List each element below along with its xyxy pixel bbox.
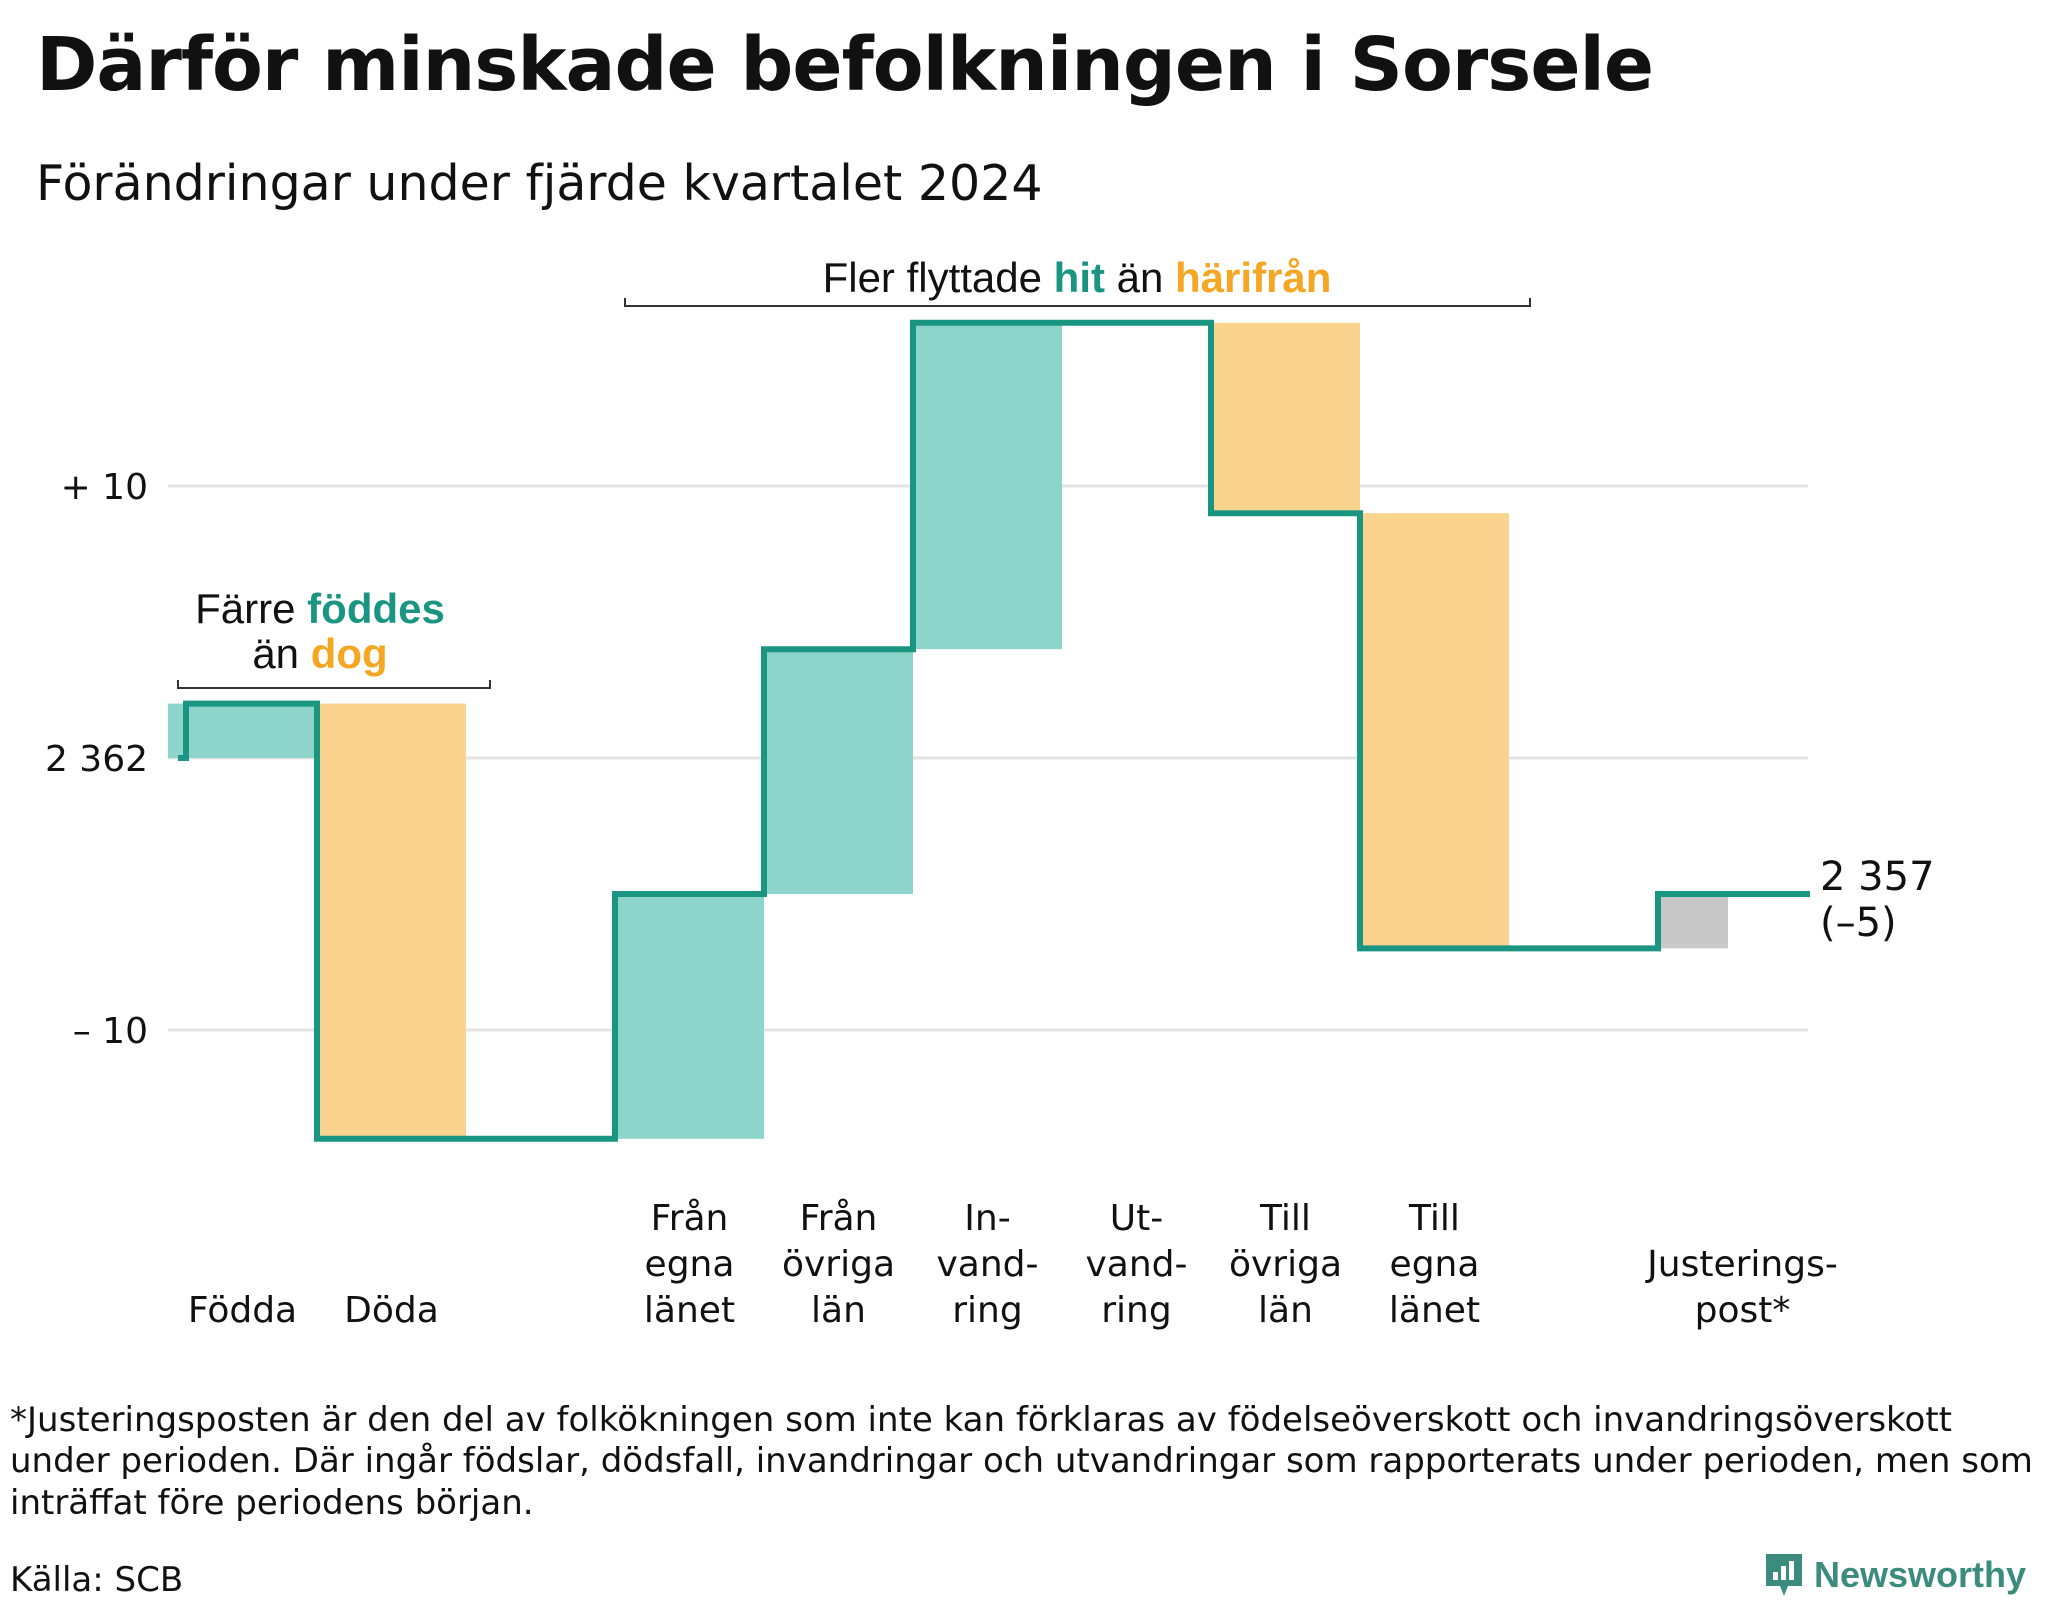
category-label: Födda	[188, 1290, 297, 1331]
category-label: Till	[1408, 1198, 1460, 1239]
category-label: ring	[952, 1290, 1022, 1331]
bar-till-egna-länet	[1360, 513, 1509, 949]
category-label: Från	[800, 1198, 878, 1239]
category-label: Till	[1259, 1198, 1311, 1239]
annotation-text: föddes	[307, 585, 445, 632]
category-label: övriga	[1229, 1244, 1342, 1285]
footnote: *Justeringsposten är den del av folkökni…	[10, 1400, 2033, 1523]
category-label: länet	[1389, 1290, 1480, 1331]
y-axis-ticks: + 10 2 362 – 10	[45, 467, 148, 1052]
waterfall-chart: + 10 2 362 – 10 Födda Döda Från egna länet Från…	[45, 254, 1935, 1331]
category-label: Döda	[344, 1290, 439, 1331]
category-label: Justerings-	[1645, 1244, 1838, 1285]
step-line	[178, 319, 1810, 1142]
chart-title: Därför minskade befolkningen i Sorsele	[36, 22, 1654, 108]
category-label: egna	[1390, 1244, 1480, 1285]
category-label: ring	[1101, 1290, 1171, 1331]
bar-justeringspost-	[1660, 894, 1728, 949]
bar-från-övriga-län	[764, 649, 913, 894]
end-value-label: 2 357(–5)	[1820, 854, 1935, 946]
category-label: län	[1258, 1290, 1313, 1331]
end-change: (–5)	[1820, 900, 1897, 946]
category-label: Från	[651, 1198, 729, 1239]
chart-subtitle: Förändringar under fjärde kvartalet 2024	[36, 155, 1043, 212]
newsworthy-logo: Newsworthy	[1764, 1552, 2026, 1598]
y-tick-label: 2 362	[45, 739, 148, 780]
annotation-birth: än dog	[252, 630, 387, 677]
cumulative-step-line	[178, 319, 1810, 1142]
category-label: vand-	[936, 1244, 1038, 1285]
annotation-text: än	[252, 630, 310, 677]
y-tick-label: – 10	[73, 1011, 148, 1052]
annotation-text: hit	[1054, 254, 1105, 301]
category-label: post*	[1695, 1290, 1791, 1331]
category-label: egna	[645, 1244, 735, 1285]
annotation-text: Färre	[195, 585, 307, 632]
annotation-text: härifrån	[1175, 254, 1331, 301]
bar-från-egna-länet	[615, 894, 764, 1139]
bars	[168, 322, 1728, 1139]
bar-invandring	[913, 322, 1062, 650]
annotation-text: Fler flyttade	[823, 254, 1054, 301]
category-label: Ut-	[1110, 1198, 1163, 1239]
end-value: 2 357	[1820, 854, 1935, 900]
category-label: vand-	[1085, 1244, 1187, 1285]
annotation-text: än	[1105, 254, 1175, 301]
annotation-text: dog	[311, 630, 388, 677]
y-tick-label: + 10	[61, 467, 148, 508]
bar-chart-speech-bubble-icon	[1765, 1554, 1802, 1596]
category-label: övriga	[782, 1244, 895, 1285]
annotation-bracket-migration	[624, 298, 1531, 307]
annotation-migration: Fler flyttade hit än härifrån	[823, 254, 1332, 301]
category-labels: Födda Döda Från egna länet Från övriga län In-va…	[188, 1198, 1838, 1331]
bar-till-övriga-län	[1211, 322, 1360, 514]
bar-döda	[317, 703, 466, 1139]
category-label: län	[811, 1290, 866, 1331]
annotation-birth: Färre föddes	[195, 585, 445, 632]
category-label: länet	[644, 1290, 735, 1331]
source-note: Källa: SCB	[10, 1560, 184, 1600]
annotation-bracket-birth	[177, 680, 491, 689]
brand-name: Newsworthy	[1813, 1554, 2026, 1595]
category-label: In-	[964, 1198, 1010, 1239]
bar-födda	[168, 703, 317, 758]
